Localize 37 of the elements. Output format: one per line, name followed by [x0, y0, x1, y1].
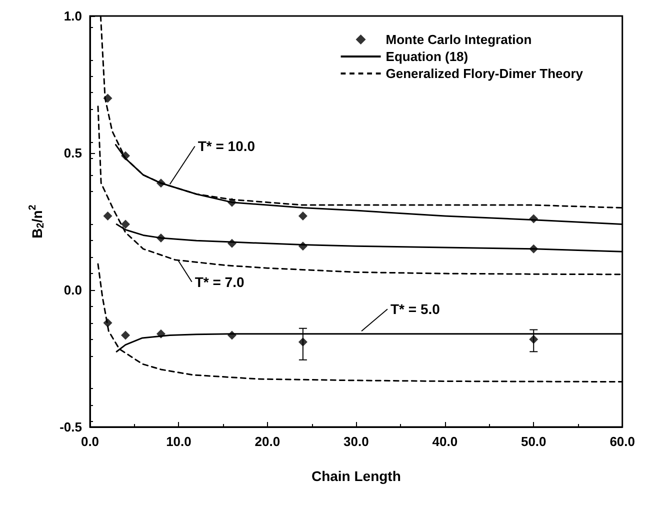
annotation: T* = 10.0 — [198, 138, 256, 154]
point — [298, 212, 308, 221]
y-tick-label: 0.5 — [64, 146, 82, 160]
y-tick-label: 1.0 — [64, 8, 82, 24]
point — [227, 238, 236, 248]
point — [298, 338, 308, 347]
y-axis-title: B2/n2 — [28, 204, 46, 238]
point — [227, 198, 236, 207]
annotation: T* = 5.0 — [390, 301, 440, 318]
point — [120, 220, 130, 229]
y-tick-label: -0.5 — [60, 420, 82, 434]
point — [103, 212, 112, 221]
point — [227, 330, 236, 340]
point — [120, 151, 130, 160]
y-tick-label: 0.0 — [64, 282, 82, 298]
x-tick-label: 40.0 — [432, 434, 458, 449]
x-tick-label: 60.0 — [610, 434, 636, 449]
legend-label: Equation (18) — [386, 49, 468, 64]
point — [103, 94, 112, 103]
point — [529, 244, 538, 254]
point — [156, 233, 166, 242]
x-tick-label: 50.0 — [520, 434, 546, 449]
point — [156, 329, 166, 338]
x-tick-label: 10.0 — [166, 434, 192, 449]
point — [529, 214, 538, 224]
x-tick-label: 30.0 — [344, 434, 369, 449]
legend-label: Generalized Flory-Dimer Theory — [386, 66, 584, 81]
x-tick-label: 0.0 — [80, 434, 100, 449]
x-axis-title: Chain Length — [311, 468, 401, 484]
point — [298, 242, 308, 251]
point — [529, 334, 538, 344]
point — [120, 330, 130, 340]
x-tick-label: 20.0 — [254, 434, 280, 449]
point — [103, 318, 112, 328]
legend-label: Monte Carlo Integration — [386, 32, 532, 47]
annotation: T* = 7.0 — [194, 274, 244, 290]
point — [156, 178, 166, 188]
